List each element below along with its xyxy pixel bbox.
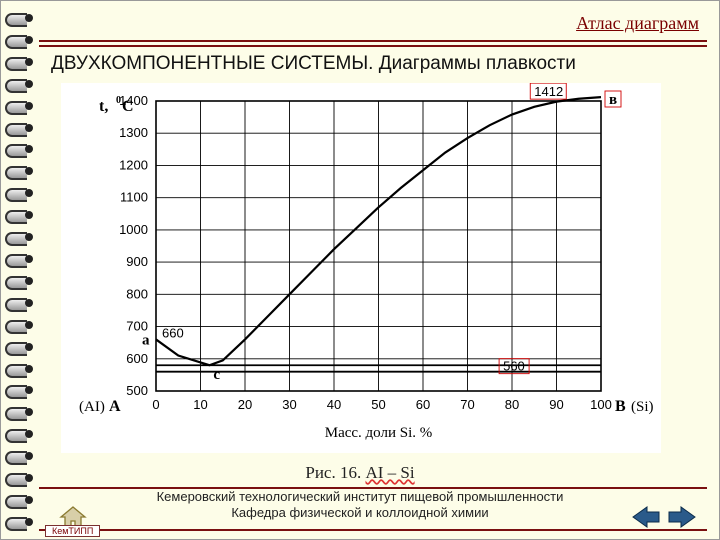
footer-text: Кемеровский технологический институт пищ… [1, 489, 719, 522]
svg-text:B: B [615, 398, 626, 415]
svg-text:70: 70 [460, 397, 474, 412]
svg-text:800: 800 [126, 286, 148, 301]
institute-logo: КемТИПП [45, 525, 100, 537]
svg-text:0: 0 [116, 95, 121, 106]
svg-text:A: A [109, 398, 121, 415]
svg-text:Масс. доли Si. %: Масс. доли Si. % [325, 425, 433, 441]
prev-button[interactable] [631, 505, 661, 529]
svg-text:80: 80 [505, 397, 519, 412]
svg-text:660: 660 [162, 325, 184, 340]
slide-page: Атлас диаграмм ДВУХКОМПОНЕНТНЫЕ СИСТЕМЫ.… [0, 0, 720, 540]
svg-text:в: в [609, 92, 617, 108]
svg-text:а: а [142, 332, 150, 348]
caption-system: AI – Si [365, 463, 414, 482]
svg-text:90: 90 [549, 397, 563, 412]
footer-line2: Кафедра физической и коллоидной химии [1, 505, 719, 521]
svg-text:C: C [122, 98, 134, 115]
svg-text:(Si): (Si) [631, 399, 654, 415]
svg-text:100: 100 [590, 397, 612, 412]
header-rule [39, 45, 707, 47]
spiral-binding [3, 11, 37, 529]
svg-text:60: 60 [416, 397, 430, 412]
chart-svg: 5006007008009001000110012001300140001020… [61, 83, 661, 453]
svg-text:30: 30 [282, 397, 296, 412]
svg-text:t,: t, [99, 98, 108, 115]
breadcrumb-text: Атлас диаграмм [576, 13, 699, 33]
svg-text:0: 0 [152, 397, 159, 412]
svg-text:1300: 1300 [119, 125, 148, 140]
svg-text:1100: 1100 [120, 190, 148, 205]
svg-text:700: 700 [126, 319, 148, 334]
svg-text:560: 560 [503, 359, 525, 374]
svg-text:600: 600 [126, 351, 148, 366]
svg-text:20: 20 [238, 397, 252, 412]
svg-text:1000: 1000 [119, 222, 148, 237]
footer-rule-2 [39, 529, 707, 531]
svg-text:900: 900 [126, 254, 148, 269]
footer-line1: Кемеровский технологический институт пищ… [1, 489, 719, 505]
svg-text:с: с [213, 367, 220, 383]
figure-caption: Рис. 16. AI – Si [1, 463, 719, 483]
arrow-left-icon [631, 505, 661, 529]
next-button[interactable] [667, 505, 697, 529]
svg-text:500: 500 [126, 383, 148, 398]
caption-prefix: Рис. 16. [305, 463, 365, 482]
svg-text:(AI): (AI) [79, 399, 105, 415]
arrow-right-icon [667, 505, 697, 529]
svg-text:1200: 1200 [119, 157, 148, 172]
svg-text:40: 40 [327, 397, 341, 412]
phase-diagram-chart: 5006007008009001000110012001300140001020… [61, 83, 661, 453]
svg-text:1412: 1412 [534, 84, 563, 99]
svg-text:50: 50 [371, 397, 385, 412]
breadcrumb-link[interactable]: Атлас диаграмм [39, 9, 707, 42]
svg-text:10: 10 [193, 397, 207, 412]
page-title: ДВУХКОМПОНЕНТНЫЕ СИСТЕМЫ. Диаграммы плав… [51, 53, 699, 75]
